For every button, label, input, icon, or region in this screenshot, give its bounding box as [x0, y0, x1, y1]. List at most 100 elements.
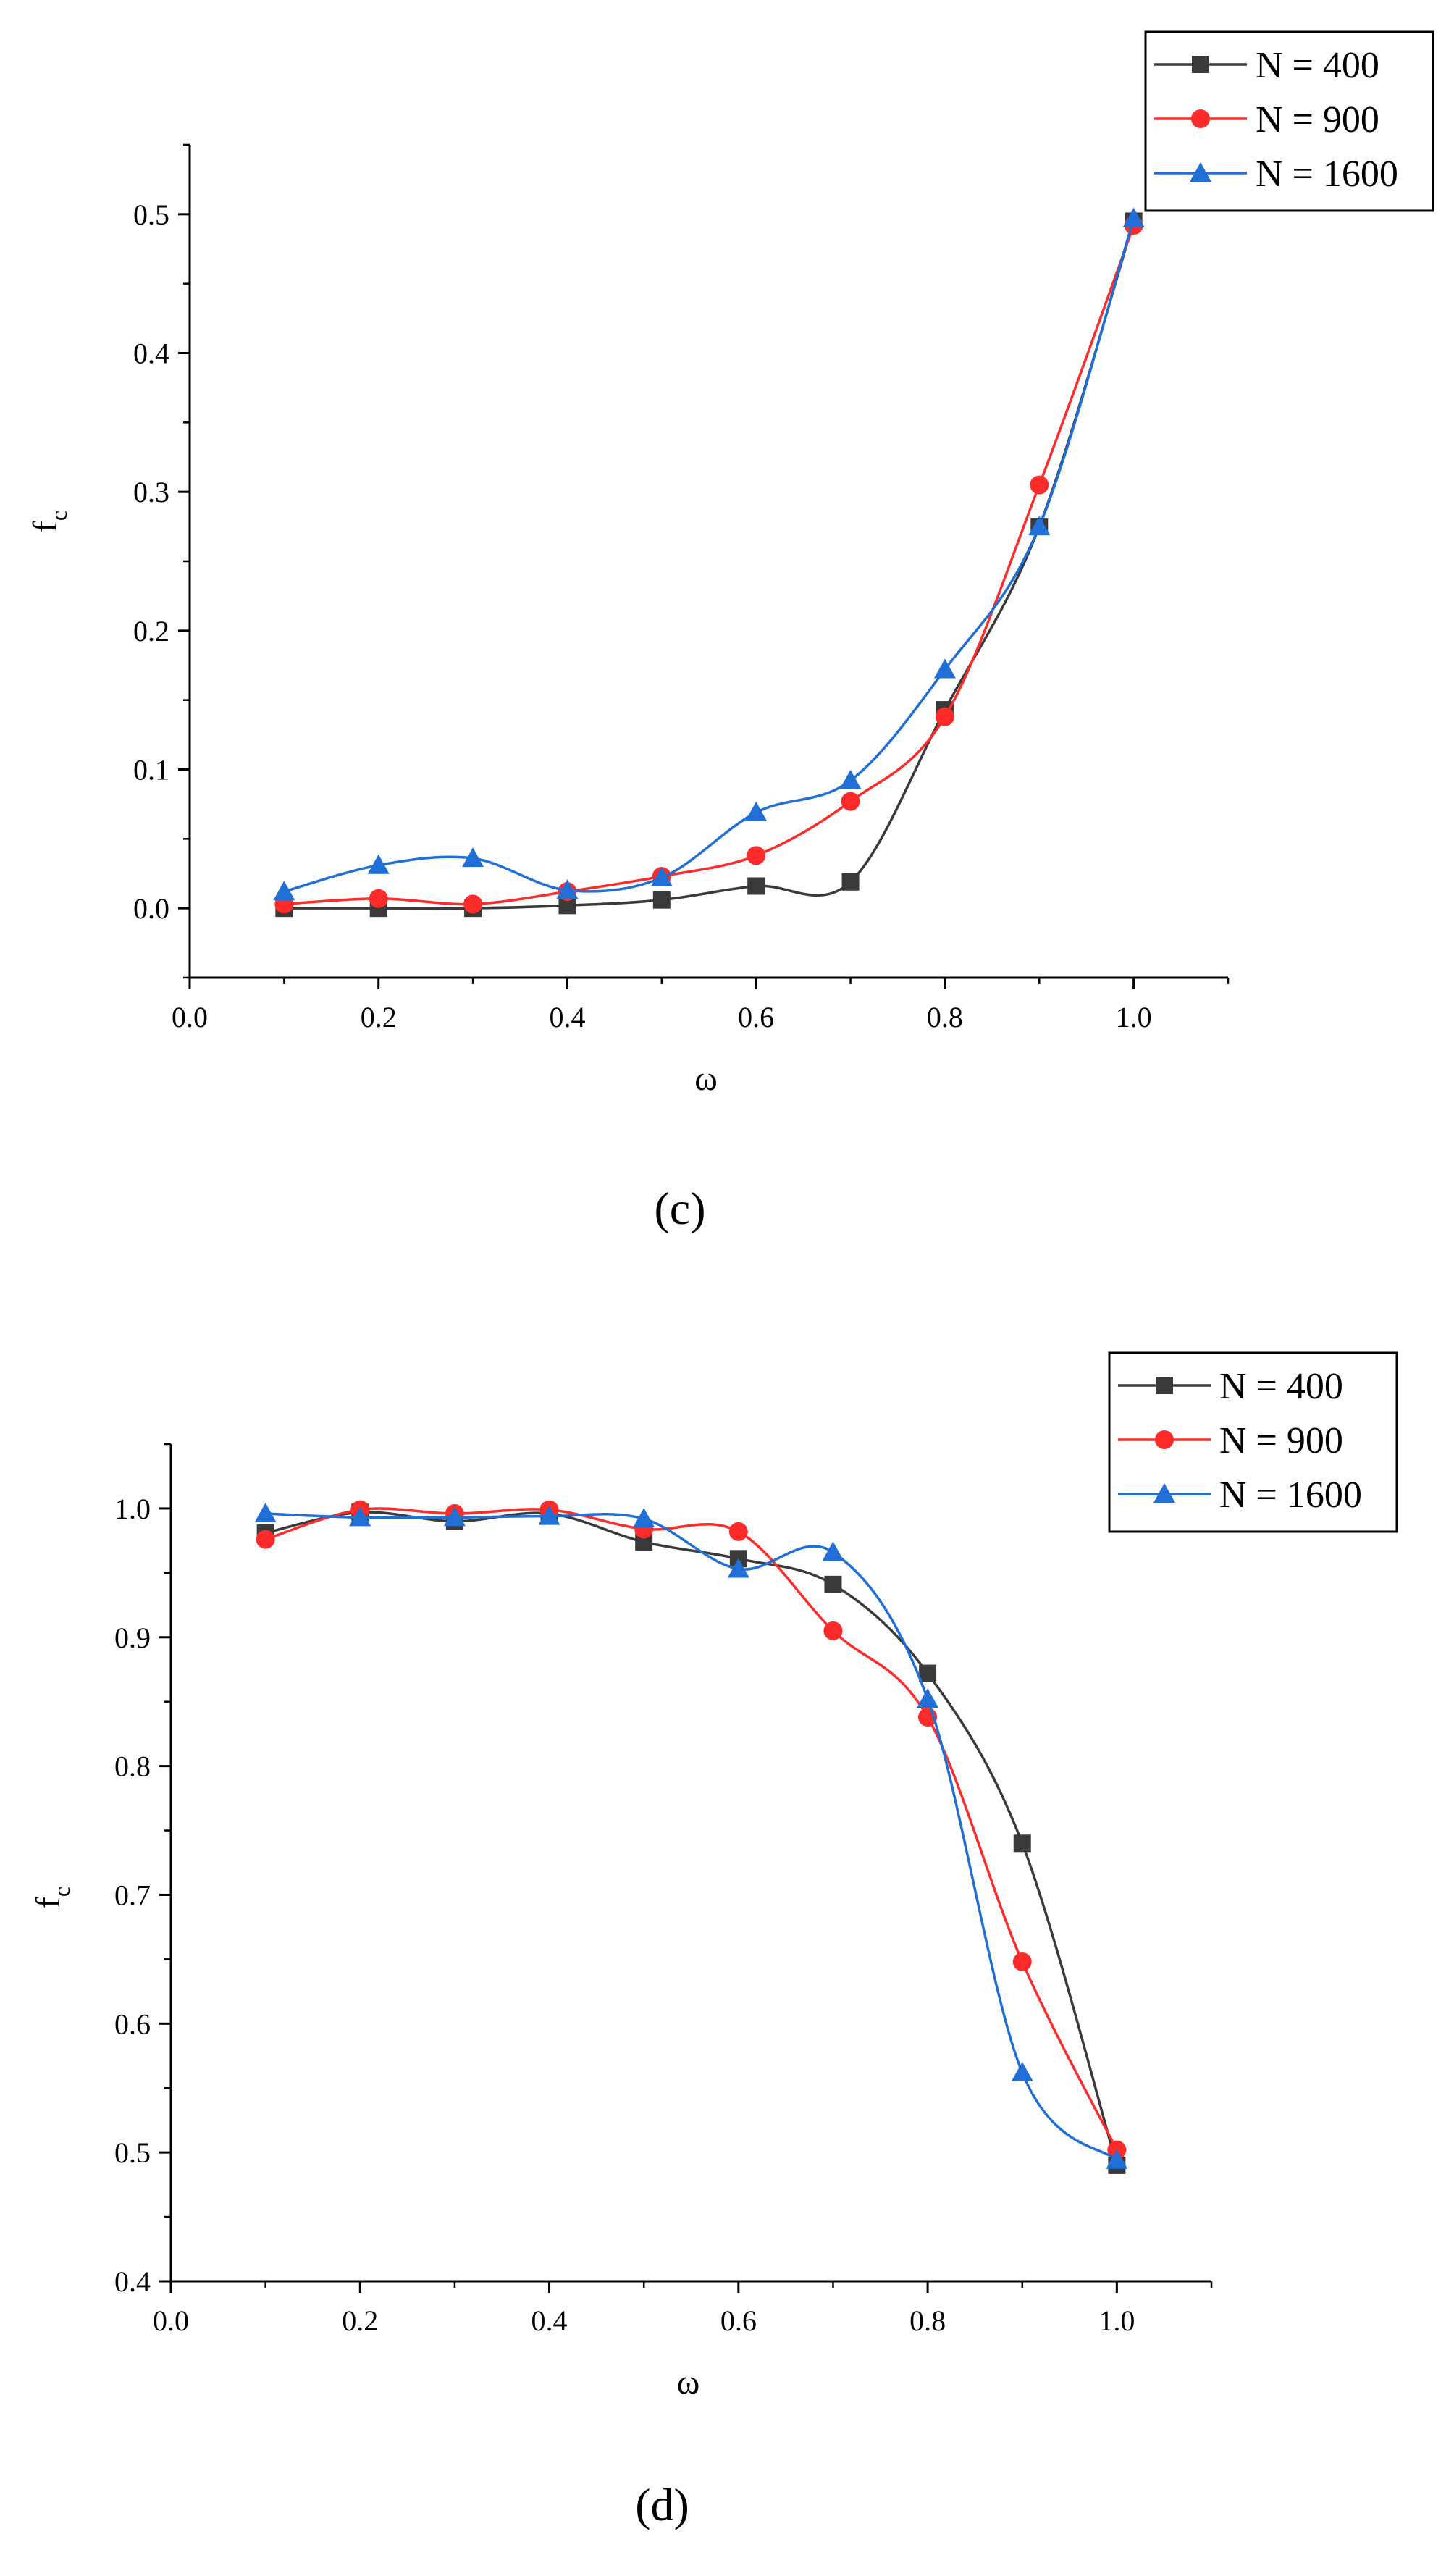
- data-point-square: [1013, 1834, 1031, 1853]
- data-point-triangle: [650, 867, 673, 886]
- y-tick-label: 0.8: [114, 1750, 151, 1783]
- legend-marker-circle: [1155, 1430, 1174, 1449]
- y-axis-label-subscript: c: [49, 1887, 75, 1897]
- legend-marker-square: [1192, 56, 1209, 73]
- x-tick-label: 0.4: [549, 1001, 585, 1033]
- legend: N = 400 N = 900 N = 1600: [1144, 30, 1434, 212]
- legend-label: N = 1600: [1219, 1474, 1362, 1516]
- y-axis-label-subscript: c: [46, 511, 72, 521]
- legend-label: N = 400: [1256, 45, 1379, 86]
- data-point-triangle: [1106, 2149, 1128, 2169]
- series-N900: [274, 216, 1143, 914]
- series-line: [283, 218, 1135, 893]
- data-point-triangle: [727, 1558, 749, 1578]
- series-line: [265, 1512, 1118, 2162]
- y-tick-label: 0.7: [114, 1879, 151, 1911]
- data-point-triangle: [538, 1505, 560, 1525]
- data-point-square: [747, 877, 765, 895]
- legend-label: N = 1600: [1256, 154, 1398, 195]
- y-tick-label: 0.9: [114, 1621, 151, 1654]
- y-axis-label: fc: [26, 511, 72, 532]
- data-point-circle: [935, 707, 954, 726]
- series-line: [284, 220, 1135, 910]
- y-axis-label: fc: [29, 1887, 75, 1908]
- x-axis-label: ω: [677, 2363, 700, 2401]
- y-tick-label: 0.6: [114, 2007, 151, 2040]
- data-point-square: [841, 873, 860, 891]
- data-point-triangle: [1028, 516, 1051, 536]
- y-axis-label-main: f: [29, 1897, 67, 1908]
- legend-label: N = 900: [1219, 1420, 1343, 1461]
- x-tick-label: 1.0: [1116, 1001, 1152, 1033]
- data-point-circle: [369, 889, 388, 908]
- series-line: [265, 1507, 1118, 2151]
- panel-label: (d): [635, 2479, 689, 2530]
- y-tick-label: 0.4: [133, 337, 169, 370]
- y-tick-label: 0.2: [133, 615, 169, 647]
- x-tick-label: 0.6: [738, 1001, 774, 1033]
- y-tick-label: 0.1: [133, 754, 169, 786]
- y-tick-label: 0.5: [133, 198, 169, 231]
- chart-panel-d: 0.0 0.2 0.4 0.6 0.8 1.0 0.4 0.5 0.6 0.7 0.8 0.9 1.0 ω…: [29, 1351, 1398, 2530]
- x-axis-label: ω: [694, 1060, 718, 1098]
- data-point-triangle: [917, 1688, 939, 1708]
- data-point-triangle: [254, 1503, 277, 1523]
- data-point-circle: [747, 846, 766, 865]
- data-point-circle: [841, 792, 860, 811]
- x-tick-label: 0.6: [720, 2304, 757, 2337]
- data-point-triangle: [367, 854, 390, 874]
- legend-marker-square: [1156, 1377, 1173, 1394]
- x-tick-label: 0.8: [909, 2304, 946, 2337]
- data-point-square: [919, 1664, 937, 1682]
- data-point-circle: [823, 1621, 843, 1640]
- series-N400: [275, 212, 1143, 918]
- legend-marker-triangle: [1190, 162, 1211, 182]
- data-point-triangle: [933, 658, 956, 679]
- series-N400: [256, 1503, 1126, 2174]
- data-point-square: [652, 891, 671, 909]
- y-tick-label: 0.5: [114, 2136, 151, 2169]
- x-tick-label: 1.0: [1098, 2304, 1135, 2337]
- data-point-triangle: [462, 847, 484, 868]
- x-tick-label: 0.4: [531, 2304, 568, 2337]
- legend-marker-triangle: [1153, 1483, 1175, 1503]
- series-line: [284, 225, 1135, 906]
- data-point-circle: [1030, 475, 1049, 495]
- data-point-triangle: [349, 1506, 371, 1527]
- data-point-triangle: [1122, 207, 1145, 227]
- data-point-square: [824, 1575, 842, 1593]
- x-tick-label: 0.2: [361, 1001, 397, 1033]
- legend: N = 400 N = 900 N = 1600: [1108, 1351, 1398, 1533]
- data-point-triangle: [556, 879, 579, 899]
- data-point-triangle: [273, 881, 295, 901]
- y-tick-label: 0.0: [133, 892, 169, 925]
- panel-label: (c): [654, 1183, 705, 1234]
- data-point-triangle: [633, 1508, 655, 1528]
- x-tick-label: 0.8: [927, 1001, 963, 1033]
- data-point-triangle: [745, 801, 768, 821]
- data-point-triangle: [1011, 2061, 1033, 2081]
- legend-label: N = 900: [1256, 99, 1379, 140]
- y-axis-label-main: f: [26, 521, 64, 532]
- data-point-circle: [1012, 1952, 1032, 1971]
- legend-label: N = 400: [1219, 1366, 1343, 1407]
- series-N900: [256, 1500, 1127, 2160]
- series-N1600: [254, 1503, 1128, 2169]
- y-tick-label: 1.0: [114, 1493, 151, 1525]
- data-point-circle: [256, 1530, 275, 1549]
- data-point-triangle: [822, 1541, 844, 1561]
- data-point-circle: [463, 894, 483, 914]
- x-tick-label: 0.2: [342, 2304, 378, 2337]
- data-point-triangle: [839, 769, 862, 789]
- data-point-circle: [728, 1522, 748, 1541]
- y-tick-label: 0.4: [114, 2265, 151, 2298]
- y-tick-label: 0.3: [133, 476, 169, 508]
- x-tick-label: 0.0: [172, 1001, 208, 1033]
- x-tick-label: 0.0: [153, 2304, 189, 2337]
- data-point-triangle: [443, 1506, 466, 1527]
- legend-marker-circle: [1191, 109, 1210, 128]
- chart-panel-c: 0.0 0.2 0.4 0.6 0.8 1.0 0.0 0.1 0.2 0.3 0.4 0.5 ω fc N…: [26, 30, 1434, 1234]
- series-line: [265, 1511, 1119, 2166]
- series-N1600: [273, 207, 1145, 901]
